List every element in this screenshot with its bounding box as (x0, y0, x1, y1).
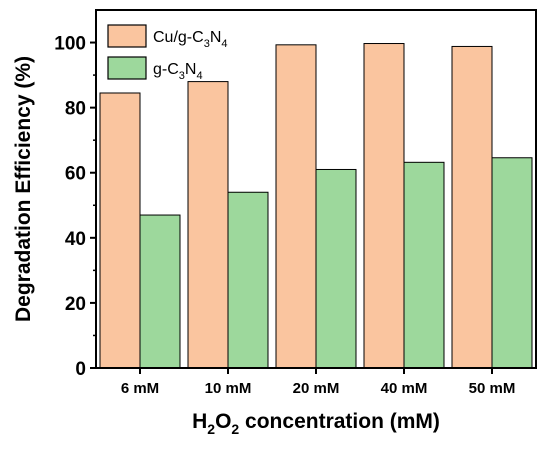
legend-label-g-c3n4: g-C3N4 (153, 61, 203, 82)
plot-frame (95, 9, 537, 369)
x-tick-label: 6 mM (121, 380, 159, 397)
x-ticks-group: 6 mM 10 mM 20 mM 40 mM 50 mM (121, 368, 516, 397)
bars-group (99, 43, 533, 369)
bar-cu-g-c3n4-10mm (187, 81, 229, 369)
bar-g-c3n4-6mm (139, 214, 181, 369)
bar-g-c3n4-10mm (227, 191, 269, 369)
bar-g-c3n4-40mm (403, 161, 445, 369)
y-tick-label: 60 (65, 164, 86, 185)
x-tick-label: 50 mM (469, 380, 516, 397)
y-axis-title: Degradation Efficiency (%) (12, 56, 35, 322)
y-tick-label: 20 (65, 294, 86, 315)
legend-swatch-cu-g-c3n4 (107, 24, 147, 48)
x-tick-label: 10 mM (205, 380, 252, 397)
y-tick-label: 40 (65, 229, 86, 250)
bar-cu-g-c3n4-40mm (363, 43, 405, 369)
bar-g-c3n4-20mm (315, 168, 357, 369)
legend-swatch-g-c3n4 (107, 56, 147, 80)
x-tick-label: 40 mM (381, 380, 428, 397)
legend: Cu/g-C3N4 g-C3N4 (107, 24, 228, 82)
y-ticks-group: 0 20 40 60 80 100 (54, 34, 96, 380)
legend-label-cu-g-c3n4: Cu/g-C3N4 (153, 29, 228, 50)
x-axis-title: H2O2 concentration (mM) (192, 410, 440, 437)
y-tick-label: 0 (75, 359, 86, 380)
bar-g-c3n4-50mm (491, 157, 533, 369)
bar-cu-g-c3n4-50mm (451, 45, 493, 369)
bar-cu-g-c3n4-20mm (275, 44, 317, 369)
bar-cu-g-c3n4-6mm (99, 92, 141, 369)
y-tick-label: 80 (65, 99, 86, 120)
x-tick-label: 20 mM (293, 380, 340, 397)
y-tick-label: 100 (54, 34, 86, 55)
